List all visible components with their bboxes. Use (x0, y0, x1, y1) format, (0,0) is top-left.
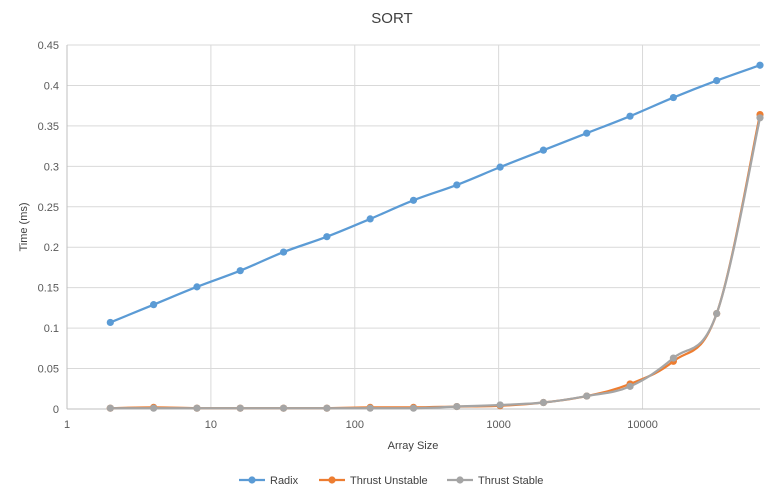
series-line-radix (109, 64, 761, 324)
series-thrust-stable (106, 114, 764, 412)
series-line-thrust-unstable (110, 114, 762, 410)
axis-layer: 0 0.05 0.1 0.15 0.2 0.25 0.3 0.35 0.4 0.45 1 10 100 1… (38, 40, 760, 431)
data-point-radix (539, 146, 548, 154)
x-tick-label: 1000 (486, 419, 510, 431)
data-point-radix (453, 181, 461, 189)
data-point-thrust-stable (279, 404, 288, 412)
y-tick-label: 0 (53, 404, 59, 416)
y-tick-label: 0.05 (38, 364, 59, 376)
data-point-thrust-stable (106, 404, 114, 412)
y-tick-label: 0.1 (44, 323, 59, 335)
y-tick-label: 0.2 (44, 242, 59, 254)
data-point-radix (756, 61, 764, 69)
y-tick-label: 0.15 (38, 283, 59, 295)
legend: Radix Thrust Unstable Thrust Stable (239, 475, 543, 487)
data-point-radix (713, 76, 721, 85)
legend-item-radix: Radix (239, 475, 299, 487)
y-tick-label: 0.25 (38, 202, 59, 214)
data-point-radix (106, 318, 114, 327)
series-layer (106, 61, 764, 412)
data-point-thrust-stable (496, 401, 504, 409)
data-point-radix (279, 248, 288, 256)
x-tick-label: 10 (205, 419, 217, 431)
data-point-thrust-stable (236, 404, 244, 412)
x-axis-title: Array Size (388, 440, 439, 452)
legend-label: Thrust Stable (478, 475, 543, 487)
y-tick-label: 0.35 (38, 121, 59, 133)
data-point-thrust-stable (669, 354, 677, 362)
data-point-thrust-stable (409, 404, 418, 412)
series-radix (106, 61, 764, 327)
series-thrust-unstable (106, 110, 764, 412)
data-point-radix (193, 283, 201, 291)
data-point-radix (150, 301, 158, 309)
x-tick-label: 100 (346, 419, 364, 431)
x-tick-label: 1 (64, 419, 70, 431)
legend-label: Radix (270, 475, 299, 487)
data-point-thrust-stable (626, 382, 634, 390)
data-point-radix (366, 215, 374, 223)
y-tick-label: 0.4 (44, 80, 59, 92)
data-point-thrust-stable (453, 402, 461, 411)
data-point-thrust-stable (150, 404, 158, 412)
data-point-radix (496, 163, 504, 171)
legend-swatch-marker (456, 476, 464, 484)
data-point-radix (669, 93, 677, 102)
legend-item-thrust-unstable: Thrust Unstable (319, 475, 428, 487)
data-point-thrust-stable (756, 114, 764, 122)
series-line-thrust-stable (110, 117, 762, 410)
data-point-thrust-stable (193, 404, 201, 412)
data-point-thrust-stable (583, 392, 591, 400)
data-point-thrust-stable (366, 404, 374, 412)
y-axis-title: Time (ms) (18, 202, 30, 251)
y-tick-label: 0.45 (38, 40, 59, 52)
legend-item-thrust-stable: Thrust Stable (447, 475, 543, 487)
data-point-radix (583, 129, 591, 137)
data-point-thrust-stable (323, 404, 331, 412)
data-point-radix (626, 112, 634, 120)
data-point-thrust-stable (539, 398, 548, 407)
chart-title: SORT (371, 10, 412, 27)
data-point-radix (323, 233, 331, 241)
grid-layer (67, 44, 760, 410)
data-point-thrust-stable (713, 309, 721, 318)
legend-swatch-marker (248, 476, 256, 484)
legend-label: Thrust Unstable (350, 475, 428, 487)
x-tick-label: 10000 (627, 419, 658, 431)
legend-swatch-marker (328, 476, 336, 484)
y-tick-label: 0.3 (44, 161, 59, 173)
data-point-radix (236, 267, 244, 275)
data-point-radix (409, 196, 418, 204)
